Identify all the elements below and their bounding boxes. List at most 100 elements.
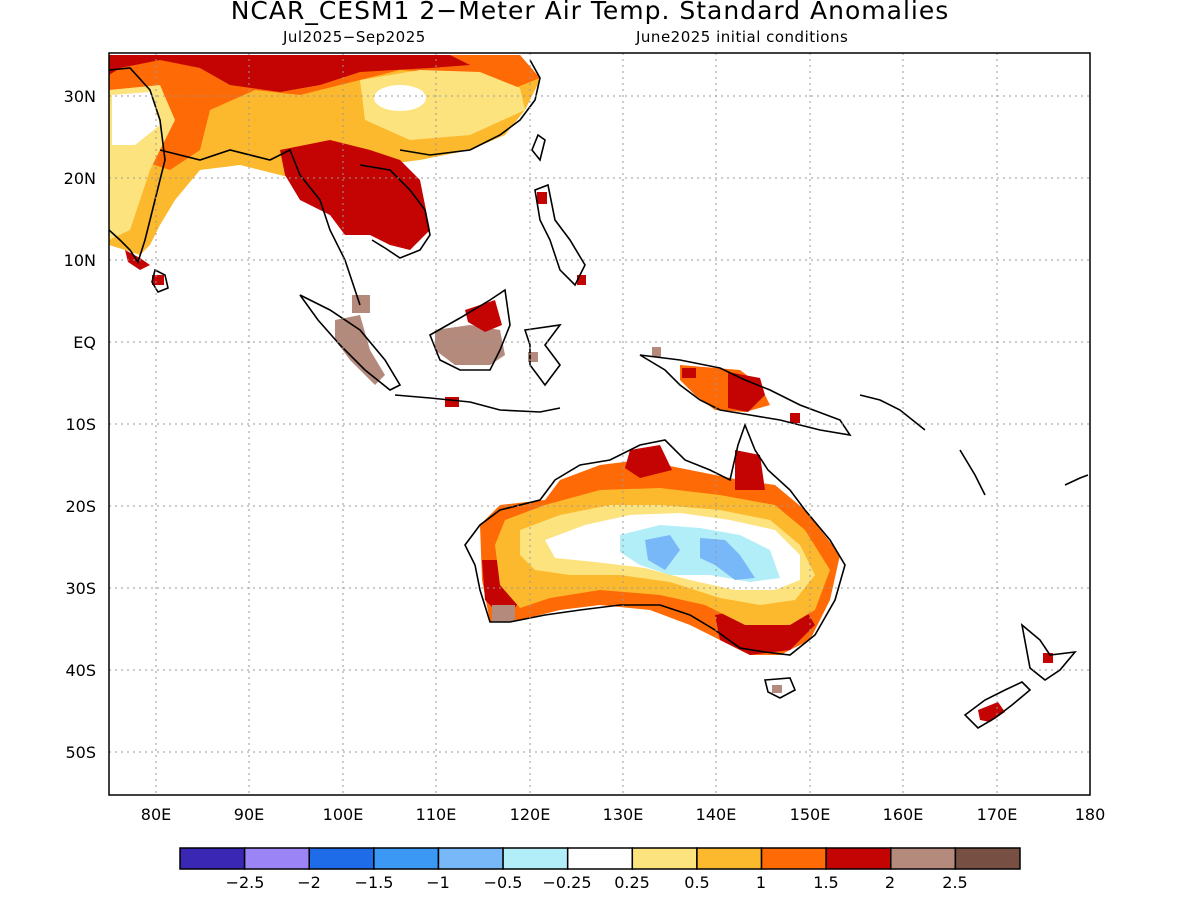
south-asia-coastline [159,148,361,306]
colorbar-label: −2 [297,873,321,892]
sri-lanka-hot-region [152,275,164,285]
tasmania-brown-region [772,685,782,693]
new-zealand-north-coastline [1020,622,1077,681]
lat-label: 40S [65,661,96,680]
borneo-hot-region [465,300,502,332]
lat-labels: 30N 20N 10N EQ 10S 20S 30S 40S 50S [64,87,96,762]
colorbar-label: −0.5 [484,873,523,892]
lat-label: 10N [64,251,96,270]
taiwan-coastline [531,133,546,162]
plot-frame [108,52,1091,796]
initial-conditions: June2025 initial conditions [636,28,849,46]
colorbar-label: 0.5 [684,873,709,892]
mindanao-hot-region [577,275,586,285]
borneo-coastline [428,288,511,371]
colorbar-label: −0.25 [542,873,591,892]
lon-labels: 80E 90E 100E 110E 120E 130E 140E 150E 16… [141,805,1106,824]
map-title: NCAR_CESM1 2−Meter Air Temp. Standard An… [230,0,950,25]
himalaya-hot-region [109,55,470,92]
vanuatu-coastline [959,449,986,496]
lon-label: 120E [510,805,551,824]
asia-coastline [109,67,166,264]
colorbar-swatch [243,847,310,870]
australia-hot-cape [735,450,765,490]
lat-label: 20S [65,497,96,516]
anomaly-shading [109,55,1053,722]
lat-label: 50S [65,743,96,762]
lon-label: 160E [883,805,924,824]
lon-label: 100E [323,805,364,824]
new-guinea-hot-region [728,372,765,412]
lat-label: EQ [73,333,96,352]
colorbar-swatch [696,847,763,870]
lon-label: 170E [977,805,1018,824]
lon-label: 110E [416,805,457,824]
lon-label: 140E [696,805,737,824]
colorbar-swatch [890,847,957,870]
china-coastline [399,59,541,156]
sri-lanka-coastline [151,268,169,293]
india-neutral-region [112,92,160,145]
colorbar-label: 2 [885,873,895,892]
colorbar-label: 1 [756,873,766,892]
grid-lines [109,53,1090,795]
borneo-brown-region [435,325,505,365]
colorbar-label: −2.5 [226,873,265,892]
colorbar-swatch [566,847,634,870]
lat-label: 20N [64,169,96,188]
colorbar-swatch [179,847,246,870]
colorbar-label: −1 [426,873,450,892]
india-strong-region [109,55,540,170]
australia-cooler-region-2 [700,538,755,580]
colorbar-swatch [437,847,504,870]
new-guinea-hot-east [790,413,800,423]
lon-label: 80E [141,805,171,824]
sulawesi-brown-region [528,352,538,362]
colorbar-swatch [825,847,892,870]
australia-cooler-region [645,535,680,570]
nz-north-hot [1043,653,1053,663]
colorbar-label: 1.5 [813,873,838,892]
colorbar-label: 0.25 [614,873,650,892]
colorbar [179,847,1021,870]
lon-label: 130E [603,805,644,824]
nz-south-hot [978,702,1005,722]
china-neutral-region [374,85,426,111]
colorbar-swatch [373,847,440,870]
australia-coastline [464,422,846,656]
malaya-brown-region [352,295,370,313]
colorbar-swatch [631,847,698,870]
new-zealand-south-coastline [963,681,1032,730]
colorbar-swatch [308,847,375,870]
australia-hot-north [625,445,672,478]
tasmania-coastline [763,677,797,699]
sumatra-brown-region [335,315,385,385]
indochina-hot-region [280,140,430,250]
lon-label: 150E [790,805,831,824]
indochina-coastline [359,164,431,259]
colorbar-labels: −2.5 −2 −1.5 −1 −0.5 −0.25 0.25 0.5 1 1.… [226,873,968,892]
australia-brown-southwest [492,605,515,622]
fiji-coastline [1064,474,1089,486]
colorbar-swatch [502,847,569,870]
philippines-coastline [534,183,586,287]
lat-label: 10S [65,415,96,434]
java-hot-region [445,397,459,407]
solomon-islands-coastline [859,394,926,431]
forecast-period: Jul2025−Sep2025 [283,28,426,46]
halmahera-brown-region [652,347,661,357]
coastlines [109,59,1089,730]
java-coastline [394,394,561,413]
colorbar-swatch [954,847,1021,870]
new-guinea-hot-west [682,368,696,378]
lat-label: 30S [65,579,96,598]
colorbar-label: 2.5 [942,873,967,892]
luzon-hot-region [537,192,547,204]
lat-label: 30N [64,87,96,106]
new-guinea-coastline [639,354,852,437]
colorbar-label: −1.5 [355,873,394,892]
colorbar-swatch [760,847,827,870]
sumatra-coastline [299,294,402,391]
lon-label: 180 [1075,805,1106,824]
